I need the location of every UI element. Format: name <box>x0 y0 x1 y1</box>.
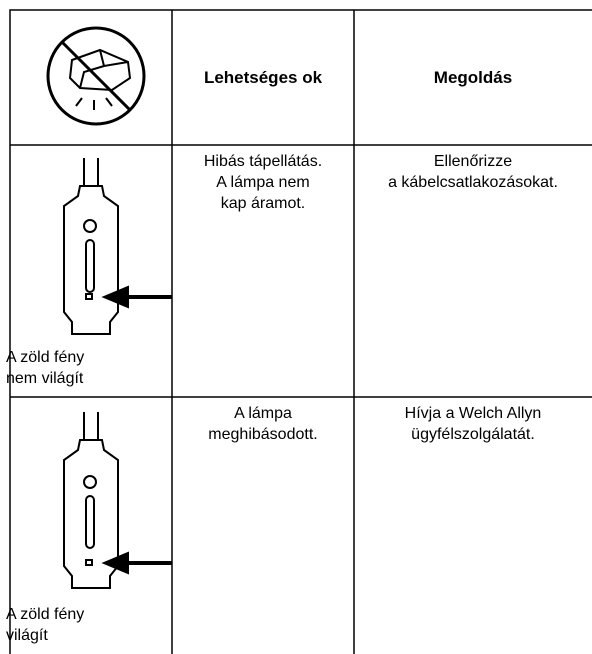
solution-cell: Hívja a Welch Allyn ügyfélszolgálatát. <box>354 397 592 654</box>
text-line: kap áramot. <box>220 195 306 212</box>
column-header: Lehetséges ok <box>203 67 323 87</box>
text-line: A zöld fény <box>6 606 85 623</box>
no-light-icon <box>46 26 146 126</box>
text-line: A lámpa nem <box>216 174 310 191</box>
text-line: Hívja a Welch Allyn <box>404 405 542 422</box>
text-line: A zöld fény <box>6 349 85 366</box>
status-label: A zöld fény nem világít <box>6 347 84 389</box>
text-line: meghibásodott. <box>208 426 318 443</box>
text-line: Ellenőrizze <box>433 153 513 170</box>
text-line: világít <box>6 627 48 644</box>
text-line: nem világít <box>6 370 84 387</box>
text-line: A lámpa <box>234 405 292 422</box>
cause-cell: Hibás tápellátás. A lámpa nem kap áramot. <box>172 145 354 397</box>
text-line: ügyfélszolgálatát. <box>411 426 535 443</box>
text-line: a kábelcsatlakozásokat. <box>388 174 558 191</box>
status-label: A zöld fény világít <box>6 604 84 646</box>
device-icon <box>63 158 172 335</box>
device-icon <box>63 412 172 589</box>
cause-cell: A lámpa meghibásodott. <box>172 397 354 654</box>
text-line: Hibás tápellátás. <box>203 153 323 170</box>
column-header: Megoldás <box>433 67 513 87</box>
solution-cell: Ellenőrizze a kábelcsatlakozásokat. <box>354 145 592 397</box>
